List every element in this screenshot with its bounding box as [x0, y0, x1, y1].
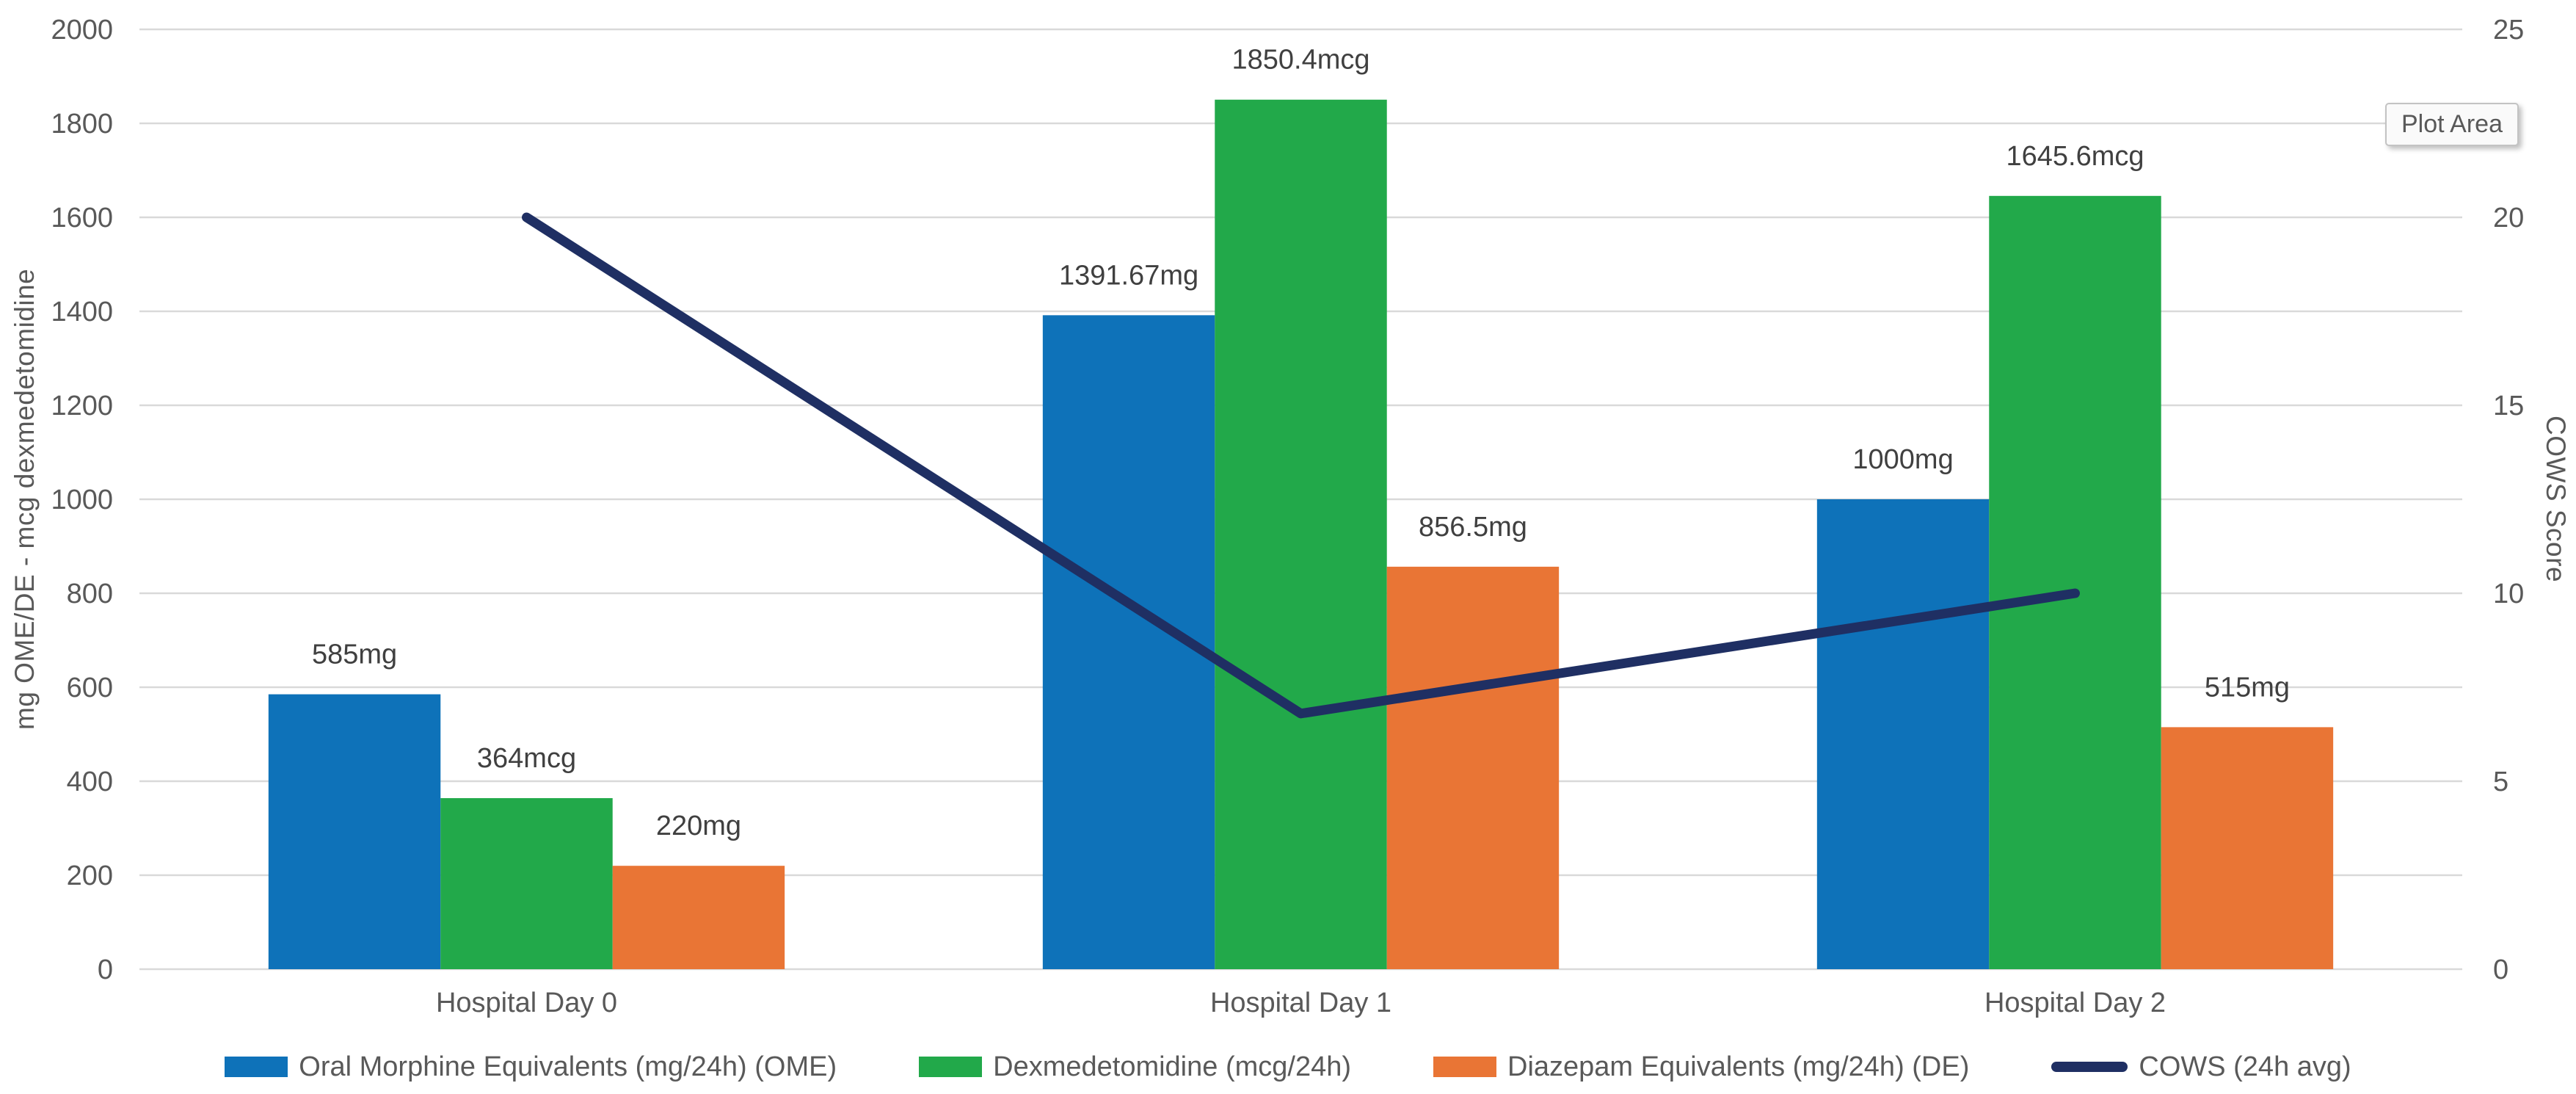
right-axis-tick: 5: [2493, 767, 2508, 797]
legend-item-cows[interactable]: COWS (24h avg): [2051, 1051, 2351, 1083]
legend: Oral Morphine Equivalents (mg/24h) (OME)…: [0, 1044, 2576, 1090]
category-label: Hospital Day 2: [1984, 988, 2166, 1018]
legend-swatch-ome: [225, 1057, 288, 1077]
left-axis-tick: 2000: [51, 15, 113, 46]
left-axis-tick: 400: [67, 767, 113, 797]
legend-swatch-cows-line: [2051, 1062, 2128, 1072]
right-axis-title: COWS Score: [2541, 416, 2571, 583]
legend-swatch-diazepam: [1433, 1057, 1497, 1077]
bar-1-cat1[interactable]: [1215, 99, 1387, 969]
plot-area-tooltip: Plot Area: [2385, 103, 2519, 146]
right-axis-tick: 15: [2493, 391, 2524, 421]
data-label: 220mg: [656, 811, 741, 841]
legend-label-dexmedetomidine: Dexmedetomidine (mcg/24h): [993, 1051, 1352, 1082]
bar-1-cat2[interactable]: [1989, 195, 2161, 969]
cows-line[interactable]: [522, 212, 2080, 719]
left-axis-tick: 1200: [51, 391, 113, 421]
data-label: 1850.4mcg: [1231, 45, 1369, 76]
bar-0-cat0[interactable]: [268, 694, 441, 969]
right-axis-tick: 10: [2493, 579, 2524, 609]
legend-item-ome[interactable]: Oral Morphine Equivalents (mg/24h) (OME): [225, 1051, 837, 1083]
left-axis-tick: 800: [67, 579, 113, 609]
left-axis-title: mg OME/DE - mcg dexmedetomidine: [10, 268, 40, 731]
left-axis-tick: 200: [67, 861, 113, 891]
category-label: Hospital Day 1: [1210, 988, 1391, 1018]
bar-2-cat2[interactable]: [2161, 727, 2334, 969]
data-label: 515mg: [2205, 672, 2290, 703]
bar-1-cat0[interactable]: [440, 798, 613, 969]
data-label: 1645.6mcg: [2006, 141, 2144, 172]
legend-label-cows: COWS (24h avg): [2139, 1051, 2351, 1082]
legend-label-diazepam: Diazepam Equivalents (mg/24h) (DE): [1507, 1051, 1970, 1082]
legend-label-ome: Oral Morphine Equivalents (mg/24h) (OME): [299, 1051, 837, 1082]
bar-2-cat1[interactable]: [1386, 566, 1560, 969]
legend-swatch-dexmedetomidine: [919, 1057, 983, 1077]
left-axis-tick: 1400: [51, 297, 113, 327]
left-axis-tick: 1000: [51, 485, 113, 515]
right-axis-tick: 25: [2493, 15, 2524, 46]
data-label: 585mg: [312, 640, 397, 670]
left-axis-tick: 1800: [51, 109, 113, 140]
bar-0-cat2[interactable]: [1816, 499, 1990, 969]
legend-item-dexmedetomidine[interactable]: Dexmedetomidine (mcg/24h): [919, 1051, 1351, 1083]
bar-2-cat0[interactable]: [612, 866, 785, 969]
data-label: 1000mg: [1852, 444, 1953, 475]
data-label: 856.5mg: [1419, 512, 1527, 543]
right-axis-tick: 20: [2493, 203, 2524, 233]
left-axis-tick: 600: [67, 673, 113, 703]
category-label: Hospital Day 0: [436, 988, 617, 1018]
right-axis-tick: 0: [2493, 954, 2508, 985]
data-label: 1391.67mg: [1059, 260, 1198, 291]
left-axis-tick: 1600: [51, 203, 113, 233]
data-label: 364mcg: [477, 743, 576, 774]
left-axis-tick: 0: [98, 954, 113, 985]
legend-item-diazepam[interactable]: Diazepam Equivalents (mg/24h) (DE): [1433, 1051, 1969, 1083]
